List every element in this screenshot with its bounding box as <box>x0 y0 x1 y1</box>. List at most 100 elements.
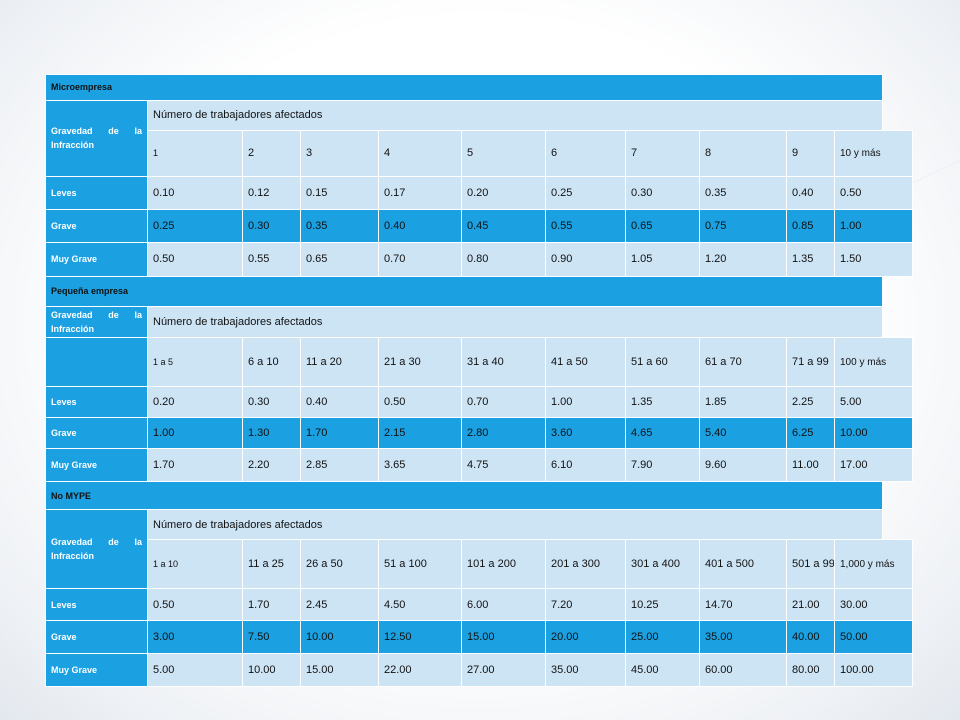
fine-value: 25.00 <box>625 620 700 654</box>
fine-value: 0.45 <box>461 209 546 244</box>
fine-value: 0.25 <box>545 175 626 211</box>
fine-value: 2.25 <box>786 385 835 418</box>
range-header: 6 a 10 <box>242 337 301 387</box>
fine-value: 0.55 <box>242 242 301 277</box>
severity-label: Leves <box>45 175 148 211</box>
fine-value: 0.65 <box>625 209 700 244</box>
range-header: 71 a 99 <box>786 337 835 387</box>
section-title: No MYPE <box>44 481 884 510</box>
table-row: Muy Grave 0.50 0.55 0.65 0.70 0.80 0.90 1.05 1.2… <box>45 242 913 277</box>
fine-value: 1.00 <box>147 416 243 449</box>
table-row: Leves 0.10 0.12 0.15 0.17 0.20 0.25 0.30 0.35 0.4… <box>45 175 913 211</box>
fine-value: 35.00 <box>545 652 626 688</box>
fine-value: 9.60 <box>699 447 787 483</box>
severity-label: Grave <box>45 209 148 244</box>
fine-value: 4.50 <box>378 588 462 622</box>
range-header: 6 <box>545 129 626 177</box>
fine-value: 0.17 <box>378 175 462 211</box>
range-header: 51 a 100 <box>378 539 462 590</box>
range-header: 21 a 30 <box>378 337 462 387</box>
fine-value: 0.40 <box>378 209 462 244</box>
fine-value: 21.00 <box>786 588 835 622</box>
fine-value: 4.65 <box>625 416 700 449</box>
range-header: 201 a 300 <box>545 539 626 590</box>
fine-value: 1.85 <box>699 385 787 418</box>
section-title: Microempresa <box>44 74 884 101</box>
header-row: Gravedad de la Infracción Número de traba… <box>45 508 913 590</box>
range-header: 101 a 200 <box>461 539 546 590</box>
range-header: 100 y más <box>834 337 913 387</box>
table-row: Grave 1.00 1.30 1.70 2.15 2.80 3.60 4.65 5.40 6.2… <box>45 416 913 449</box>
fine-value: 0.15 <box>300 175 379 211</box>
severity-label: Grave <box>45 620 148 654</box>
fine-value: 12.50 <box>378 620 462 654</box>
fine-value: 2.20 <box>242 447 301 483</box>
fine-value: 2.80 <box>461 416 546 449</box>
fine-value: 2.15 <box>378 416 462 449</box>
severity-label: Muy Grave <box>45 652 148 688</box>
empty-label-cell <box>45 337 148 387</box>
range-header: 51 a 60 <box>625 337 700 387</box>
afectados-label: Número de trabajadores afectados <box>146 508 884 541</box>
fine-value: 2.85 <box>300 447 379 483</box>
range-header: 501 a 999 <box>786 539 835 590</box>
fine-value: 5.00 <box>834 385 913 418</box>
gravedad-label: Gravedad de la Infracción <box>45 508 148 590</box>
range-header: 9 <box>786 129 835 177</box>
fine-value: 15.00 <box>461 620 546 654</box>
severity-label: Leves <box>45 588 148 622</box>
fine-value: 0.40 <box>786 175 835 211</box>
fine-value: 0.30 <box>625 175 700 211</box>
fine-value: 6.00 <box>461 588 546 622</box>
fine-value: 2.45 <box>300 588 379 622</box>
header-row: Gravedad de la Infracción Número de traba… <box>45 305 913 339</box>
fine-value: 0.40 <box>300 385 379 418</box>
range-header: 5 <box>461 129 546 177</box>
section-title-row: Microempresa <box>44 74 913 101</box>
fine-value: 1.20 <box>699 242 787 277</box>
fine-value: 10.00 <box>834 416 913 449</box>
fine-value: 0.80 <box>461 242 546 277</box>
severity-label: Leves <box>45 385 148 418</box>
fine-value: 1.35 <box>786 242 835 277</box>
fine-value: 45.00 <box>625 652 700 688</box>
fine-value: 0.12 <box>242 175 301 211</box>
range-header: 11 a 25 <box>242 539 301 590</box>
severity-label: Muy Grave <box>45 447 148 483</box>
fine-value: 15.00 <box>300 652 379 688</box>
gravedad-label: Gravedad de la Infracción <box>45 305 148 339</box>
fine-value: 3.65 <box>378 447 462 483</box>
fine-value: 22.00 <box>378 652 462 688</box>
fine-value: 1.70 <box>300 416 379 449</box>
fine-value: 0.35 <box>699 175 787 211</box>
section-title-row: Pequeña empresa <box>44 275 913 307</box>
fine-value: 0.85 <box>786 209 835 244</box>
fine-value: 0.65 <box>300 242 379 277</box>
fine-value: 10.00 <box>242 652 301 688</box>
range-header: 8 <box>699 129 787 177</box>
fine-value: 7.50 <box>242 620 301 654</box>
range-header: 2 <box>242 129 301 177</box>
fine-value: 27.00 <box>461 652 546 688</box>
fine-value: 100.00 <box>834 652 913 688</box>
fine-value: 50.00 <box>834 620 913 654</box>
range-header: 3 <box>300 129 379 177</box>
table-row: Grave 0.25 0.30 0.35 0.40 0.45 0.55 0.65 0.75 0.8… <box>45 209 913 244</box>
fines-table: Microempresa Gravedad de la Infracción Núm… <box>44 74 913 688</box>
fine-value: 1.70 <box>242 588 301 622</box>
fine-value: 0.70 <box>378 242 462 277</box>
ranges-row: 1 a 10 11 a 25 26 a 50 51 a 100 101 a 200 201… <box>46 539 913 590</box>
fine-value: 3.60 <box>545 416 626 449</box>
fine-value: 0.20 <box>461 175 546 211</box>
range-header: 41 a 50 <box>545 337 626 387</box>
fine-value: 0.50 <box>147 588 243 622</box>
table-row: Muy Grave 1.70 2.20 2.85 3.65 4.75 6.10 7.90 9.6… <box>45 447 913 483</box>
fine-value: 1.30 <box>242 416 301 449</box>
table-row: Muy Grave 5.00 10.00 15.00 22.00 27.00 35.00 45… <box>45 652 913 688</box>
range-header: 1 a 10 <box>147 539 243 590</box>
range-header: 61 a 70 <box>699 337 787 387</box>
fine-value: 20.00 <box>545 620 626 654</box>
afectados-label: Número de trabajadores afectados <box>146 305 884 339</box>
fine-value: 80.00 <box>786 652 835 688</box>
fine-value: 1.00 <box>545 385 626 418</box>
